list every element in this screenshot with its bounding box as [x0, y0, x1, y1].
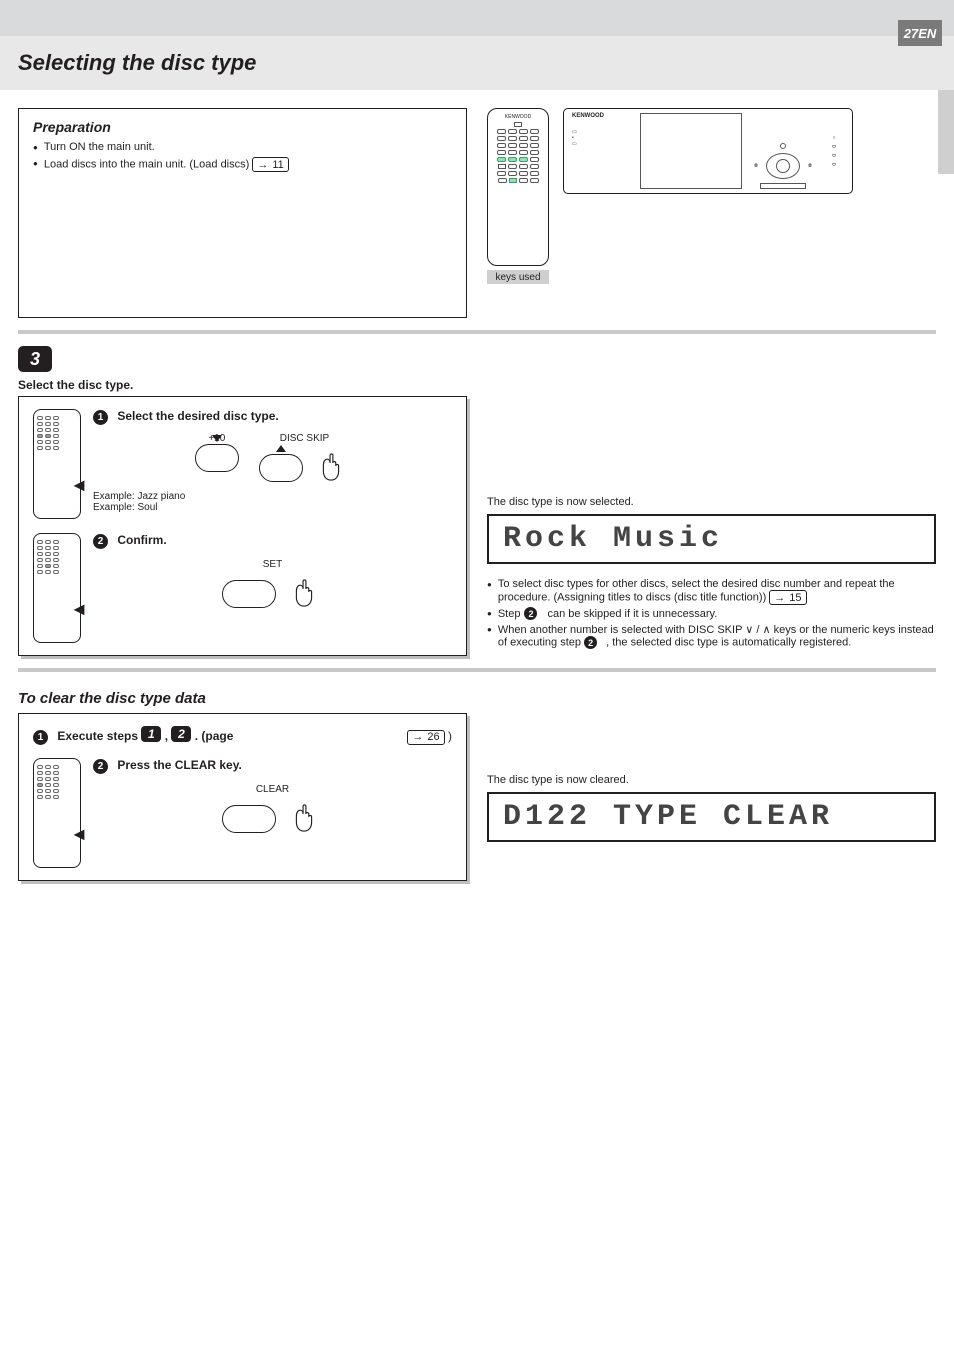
lcd-text-1: Rock Music [503, 522, 723, 556]
set-button[interactable] [222, 580, 276, 608]
page-title: Selecting the disc type [18, 50, 256, 76]
hand-icon [285, 795, 323, 836]
substep-2-text: Confirm. [117, 533, 166, 547]
pressed-text: The disc type is now selected. [487, 496, 936, 508]
clear-btn-caption: CLEAR [93, 784, 452, 795]
ref-15: 15 [769, 590, 806, 605]
step-3-panel: ◄ 1 Select the desired disc type. +10 DI… [18, 396, 467, 656]
example-up: Example: Soul [93, 502, 452, 513]
example-dn: Example: Jazz piano [93, 491, 452, 502]
pointer-icon: ◄ [70, 599, 88, 620]
disc-skip-buttons: +10 DISC SKIP [93, 433, 452, 485]
step3-right: The disc type is now selected. Rock Musi… [487, 346, 936, 656]
clear-step1-text: Execute steps 1 , 2 . (page [57, 729, 233, 743]
lcd-rock-music: Rock Music [487, 514, 936, 564]
page-body: 27EN Preparation Turn ON the main unit. … [0, 90, 954, 899]
step3-note-3: When another number is selected with DIS… [487, 623, 936, 649]
clear-panel: 1 Execute steps 1 , 2 . (page 26 ) [18, 713, 467, 881]
clear-step2-text: Press the CLEAR key. [117, 758, 242, 772]
device-illustrations: KENWOOD keys used [487, 108, 936, 318]
deck-brand: KENWOOD [572, 113, 632, 119]
prep-item-2: Load discs into the main unit. (Load dis… [33, 157, 452, 172]
ref-26: 26 [407, 730, 444, 745]
preparation-box: Preparation Turn ON the main unit. Load … [18, 108, 467, 318]
remote-mini-2: ◄ [33, 533, 81, 643]
top-gray-bar [0, 0, 954, 36]
clear-step2-badge: 2 [93, 759, 108, 774]
remote-mini-3: ◄ [33, 758, 81, 868]
substep-1-text: Select the desired disc type. [117, 409, 278, 423]
prep-item-1-text: Turn ON the main unit. [44, 141, 155, 155]
step3-row: 3 Select the disc type. ◄ 1 [18, 346, 936, 656]
remote-brand: KENWOOD [492, 114, 544, 120]
page-number: 27EN [898, 20, 942, 46]
ref-step-2: 2 [171, 726, 191, 742]
clear-step1-badge: 1 [33, 730, 48, 745]
clear-right: The disc type is now cleared. D122 TYPE … [487, 684, 936, 881]
note3-badge: 2 [584, 636, 597, 649]
ref-11: 11 [252, 157, 288, 172]
clear-title: To clear the disc type data [18, 690, 467, 707]
ref-step-1: 1 [141, 726, 161, 742]
preparation-heading: Preparation [33, 119, 452, 135]
step-3-badge: 3 [18, 346, 52, 372]
pointer-icon: ◄ [70, 824, 88, 845]
substep-2-badge: 2 [93, 534, 108, 549]
prep-item-1: Turn ON the main unit. [33, 141, 452, 155]
keys-used-text: keys used [495, 272, 540, 283]
clear-result-text: The disc type is now cleared. [487, 774, 936, 786]
remote-mini-1: ◄ [33, 409, 81, 519]
hand-icon [285, 570, 323, 611]
hand-icon [312, 444, 350, 485]
lcd-text-2: D122 TYPE CLEAR [503, 800, 833, 834]
step3-note-2: Step 2 can be skipped if it is unnecessa… [487, 607, 936, 621]
remote-illustration: KENWOOD keys used [487, 108, 549, 318]
divider-1 [18, 330, 936, 334]
set-caption: SET [93, 559, 452, 570]
btn-up-caption: DISC SKIP [259, 433, 350, 444]
divider-2 [18, 668, 936, 672]
step3-note-1-text: To select disc types for other discs, se… [498, 578, 895, 604]
lcd-clear: D122 TYPE CLEAR [487, 792, 936, 842]
note2-badge: 2 [524, 607, 537, 620]
prep-item-2-text: Load discs into the main unit. (Load dis… [44, 159, 249, 171]
pointer-icon: ◄ [70, 475, 88, 496]
keys-used-caption: keys used [487, 270, 549, 284]
substep-1-badge: 1 [93, 410, 108, 425]
page-banner: Selecting the disc type [0, 36, 954, 90]
disc-skip-down-button[interactable] [195, 444, 239, 472]
step-3-title: Select the disc type. [18, 378, 467, 392]
deck-illustration: KENWOOD ▭ • ▭ ⦾ ⦾ [563, 108, 936, 318]
clear-row: To clear the disc type data 1 Execute st… [18, 684, 936, 881]
disc-skip-up-button[interactable] [259, 454, 303, 482]
clear-button[interactable] [222, 805, 276, 833]
top-row: Preparation Turn ON the main unit. Load … [18, 108, 936, 318]
step3-note-1: To select disc types for other discs, se… [487, 578, 936, 605]
